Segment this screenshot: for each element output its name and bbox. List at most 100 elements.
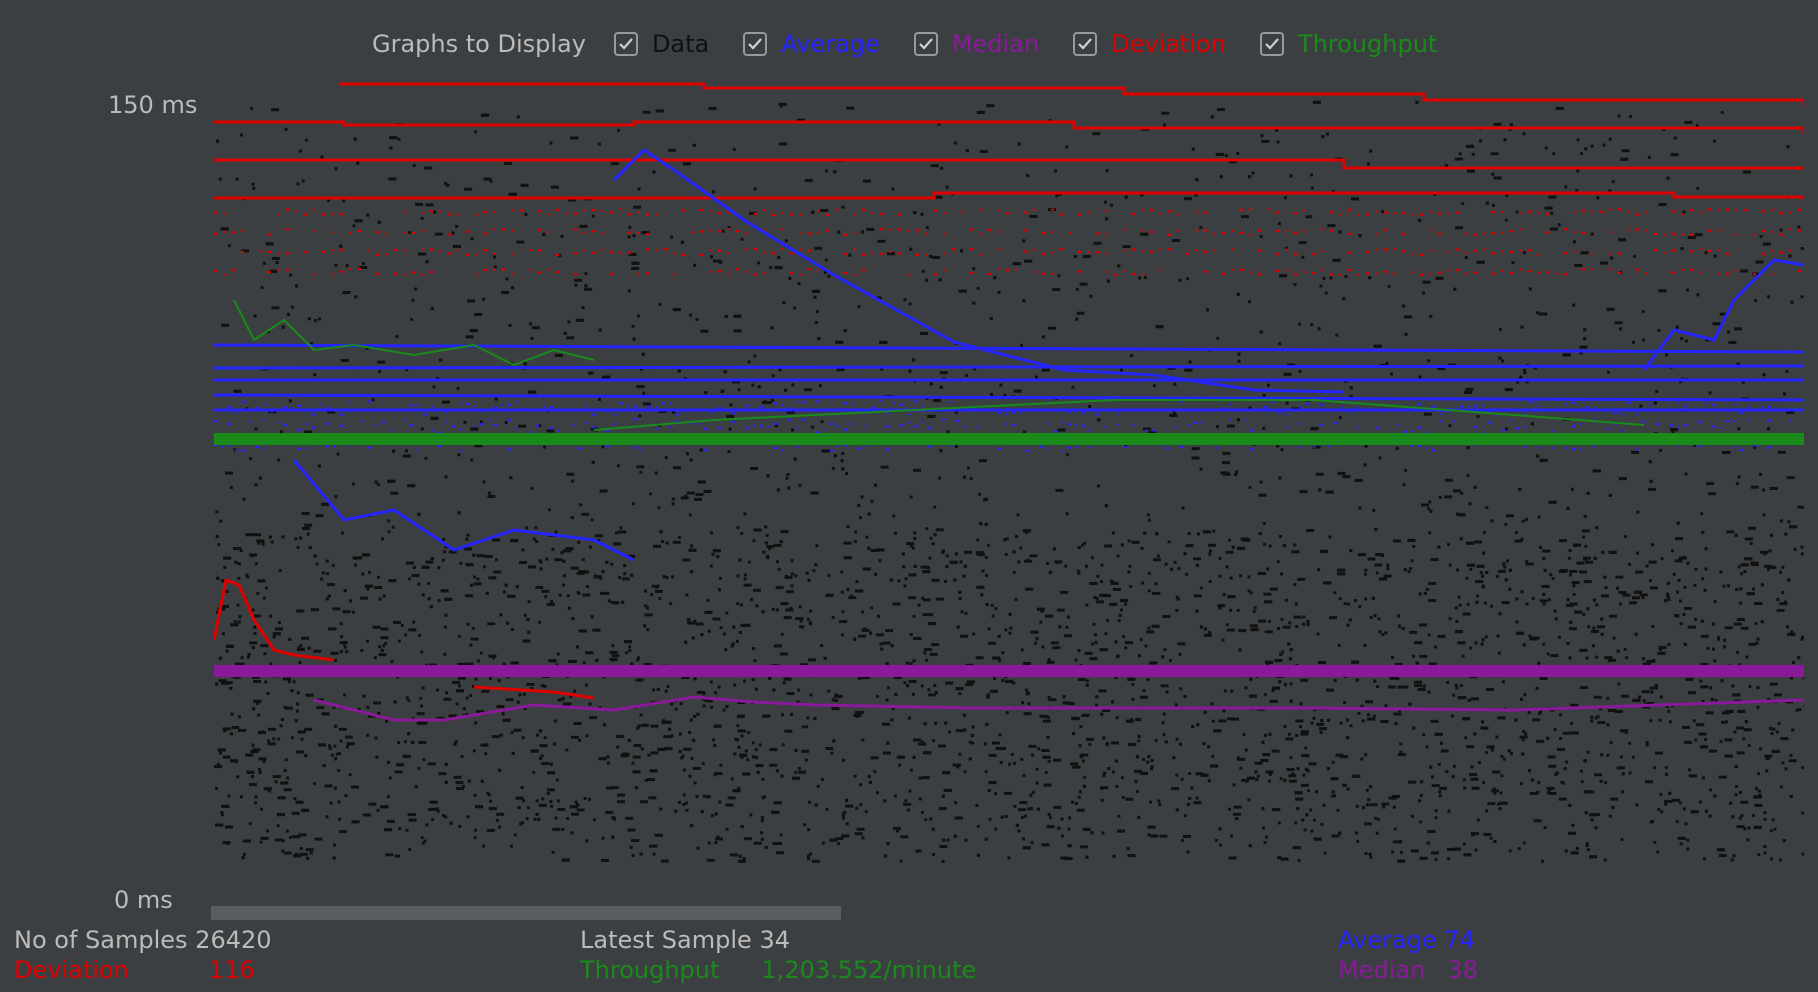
- data-point: [1758, 472, 1762, 476]
- data-point: [1650, 690, 1654, 694]
- data-point: [1575, 189, 1579, 193]
- median-checkbox[interactable]: [913, 32, 938, 56]
- data-point: [1763, 851, 1767, 855]
- data-point: [236, 603, 240, 607]
- data-point: [359, 596, 368, 600]
- data-point: [343, 645, 347, 649]
- data-point: [1175, 773, 1179, 777]
- data-point: [1106, 279, 1110, 283]
- data-point: [407, 484, 416, 488]
- data-checkbox[interactable]: [613, 32, 638, 56]
- data-point: [1040, 609, 1044, 613]
- data-point: [1791, 728, 1795, 732]
- data-point: [1171, 238, 1180, 242]
- data-point: [1048, 570, 1052, 574]
- data-point: [808, 609, 812, 613]
- data-point: [733, 752, 737, 756]
- data-point: [771, 374, 775, 378]
- data-point: [1677, 578, 1681, 582]
- data-point: [1579, 570, 1588, 574]
- data-point: [831, 698, 835, 702]
- data-point: [1677, 836, 1686, 840]
- data-point: [267, 739, 271, 743]
- data-point: [1736, 825, 1745, 829]
- data-point: [1788, 254, 1792, 258]
- data-point: [615, 531, 619, 535]
- data-point: [301, 636, 310, 640]
- data-point: [1342, 783, 1346, 787]
- data-point: [1120, 776, 1124, 780]
- data-point: [825, 593, 834, 597]
- data-point: [506, 621, 510, 625]
- deviation-checkbox[interactable]: [1073, 32, 1098, 56]
- data-point: [1259, 234, 1263, 238]
- data-point: [305, 848, 314, 852]
- data-point: [284, 706, 293, 710]
- data-point: [664, 747, 673, 751]
- data-point: [925, 658, 929, 662]
- data-point: [984, 837, 988, 841]
- data-point: [1093, 595, 1097, 599]
- data-point: [372, 625, 381, 629]
- data-point: [742, 772, 751, 776]
- data-point: [1418, 799, 1422, 803]
- data-point: [362, 553, 371, 557]
- data-point: [521, 548, 525, 552]
- data-point: [1776, 608, 1785, 612]
- data-point: [1378, 630, 1382, 634]
- data-point: [787, 486, 791, 490]
- data-point: [1686, 847, 1690, 851]
- data-point: [783, 616, 792, 620]
- average-checkbox[interactable]: [743, 32, 768, 56]
- toggle-data[interactable]: Data: [613, 30, 709, 58]
- data-point: [1576, 561, 1585, 565]
- data-point: [1247, 798, 1251, 802]
- data-point: [422, 758, 426, 762]
- data-point: [1740, 572, 1744, 576]
- data-point: [1368, 276, 1372, 280]
- data-point: [296, 545, 300, 549]
- data-point: [725, 611, 729, 615]
- data-point: [568, 198, 577, 202]
- data-point: [418, 740, 427, 744]
- data-point: [803, 823, 807, 827]
- data-point: [1537, 661, 1541, 665]
- data-point: [1264, 835, 1268, 839]
- data-point: [714, 691, 718, 695]
- data-point: [1127, 677, 1136, 681]
- data-point: [385, 719, 389, 723]
- data-point: [306, 532, 310, 536]
- data-point: [410, 317, 414, 321]
- data-point: [954, 444, 958, 448]
- data-point: [1592, 469, 1601, 473]
- data-point: [1183, 552, 1187, 556]
- toggle-average[interactable]: Average: [743, 30, 880, 58]
- data-point: [1419, 820, 1423, 824]
- data-point: [908, 596, 917, 600]
- data-point: [357, 707, 361, 711]
- data-point: [719, 626, 723, 630]
- data-point: [801, 625, 805, 629]
- data-point: [1754, 299, 1758, 303]
- data-point: [1590, 232, 1594, 236]
- toggle-deviation[interactable]: Deviation: [1073, 30, 1226, 58]
- data-point: [703, 489, 712, 493]
- data-point: [1490, 152, 1499, 156]
- data-point: [763, 795, 767, 799]
- data-point: [752, 539, 756, 543]
- data-point: [1529, 637, 1538, 641]
- data-point: [906, 542, 915, 546]
- toggle-median[interactable]: Median: [913, 30, 1039, 58]
- data-point: [1700, 634, 1709, 638]
- data-point: [1506, 559, 1510, 563]
- data-point: [886, 252, 895, 256]
- data-point: [382, 594, 386, 598]
- toggle-throughput[interactable]: Throughput: [1259, 30, 1437, 58]
- throughput-checkbox[interactable]: [1259, 32, 1284, 56]
- data-point: [249, 553, 258, 557]
- data-point: [835, 340, 844, 344]
- data-point: [1676, 590, 1680, 594]
- data-point: [775, 608, 779, 612]
- data-point: [1521, 519, 1525, 523]
- data-point: [1642, 657, 1646, 661]
